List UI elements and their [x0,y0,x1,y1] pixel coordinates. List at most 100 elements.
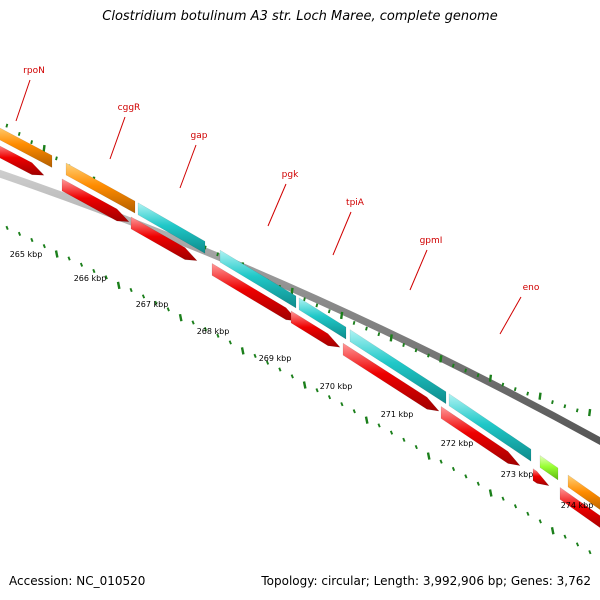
tick-mark [427,353,430,358]
tick-mark [538,519,542,524]
gene-arrow-cyan [448,393,532,462]
gene-track [0,127,600,528]
kbp-label: 271 kbp [381,410,414,419]
tick-mark [216,252,220,257]
tick-mark [129,287,133,293]
tick-mark [104,275,108,280]
tick-mark [414,444,418,450]
tick-mark [402,437,406,442]
kbp-label: 268 kbp [197,327,230,336]
gene-arrow-orange [567,474,600,510]
tick-mark [563,534,567,539]
gene-arrow-red [559,486,600,528]
gene-arrow-red [440,405,521,467]
gene-label: tpiA [346,198,365,208]
tick-mark [389,334,393,342]
tick-mark [377,423,381,428]
tick-mark [17,131,21,136]
tick-mark [364,416,369,424]
gene-arrow-red [290,310,341,348]
kbp-label: 270 kbp [320,382,353,391]
gene-label: rpoN [23,66,45,76]
label-leader-line [179,144,197,189]
tick-mark [439,355,443,363]
tick-mark [513,504,518,509]
gene-labels: rpoN cggR gap pgk tpiA gpmI eno [15,66,540,335]
tick-mark [476,481,480,486]
gene-arrow-cyan [219,249,297,309]
tick-mark [30,140,34,145]
tick-mark [116,281,121,290]
tick-mark [228,340,232,345]
tick-mark [451,363,455,368]
gene-arrow-lime [539,454,559,481]
lower-tick-ring [5,225,592,555]
genome-backbone [0,169,600,445]
gene-label: eno [523,283,540,293]
tick-mark [290,374,294,379]
tick-mark [365,326,368,331]
label-leader-line [499,296,522,335]
tick-mark [389,430,394,435]
tick-mark [327,395,332,400]
tick-mark [575,408,579,413]
kbp-label: 274 kbp [561,501,594,510]
tick-mark [340,311,344,320]
tick-mark [216,333,220,338]
tick-mark [575,542,580,547]
tick-mark [488,374,493,382]
tick-mark [253,353,257,359]
tick-mark [278,367,282,372]
kbp-label: 273 kbp [501,470,534,479]
gene-arrow-cyan [349,329,447,405]
gene-arrow-orange [0,127,53,168]
tick-mark [154,300,158,306]
tick-mark [501,382,505,387]
tick-mark [588,408,592,417]
tick-mark [464,474,468,479]
tick-mark [352,409,356,414]
tick-mark [352,320,356,325]
tick-mark [42,144,46,153]
tick-mark [92,268,96,274]
tick-mark [451,466,456,472]
accession-text: Accession: NC_010520 [9,574,146,588]
tick-mark [439,459,443,464]
tick-mark [265,360,270,365]
kbp-label: 266 kbp [74,274,107,283]
tick-mark [17,231,22,237]
gene-arrow-red [0,145,45,176]
tick-mark [240,347,245,355]
tick-mark [166,307,170,312]
map-title: Clostridium botulinum A3 str. Loch Maree… [102,9,498,24]
gene-arrow-cyan [137,202,206,254]
tick-mark [30,237,34,243]
tick-mark [141,294,146,299]
gene-label: gap [191,131,208,141]
tick-mark [402,343,406,348]
tick-mark [67,256,71,261]
tick-mark [526,391,530,396]
label-leader-line [267,183,287,227]
tick-mark [340,402,344,407]
label-leader-line [409,249,428,291]
tick-mark [42,244,46,249]
gene-arrow-red [342,342,440,412]
gene-label: pgk [282,170,299,180]
tick-mark [377,332,381,337]
tick-mark [526,511,530,516]
gene-arrow-red [130,216,198,261]
tick-mark [303,297,306,302]
tick-mark [191,320,195,325]
gene-arrow-orange [65,162,136,214]
tick-mark [315,303,319,308]
gene-arrow-red [532,468,550,487]
kbp-label: 272 kbp [441,439,474,448]
gene-arrow-cyan [298,297,347,340]
tick-mark [464,368,468,373]
tick-mark [538,392,542,400]
gene-label: cggR [118,103,141,113]
tick-mark [79,262,84,267]
gene-label: gpmI [420,236,443,246]
